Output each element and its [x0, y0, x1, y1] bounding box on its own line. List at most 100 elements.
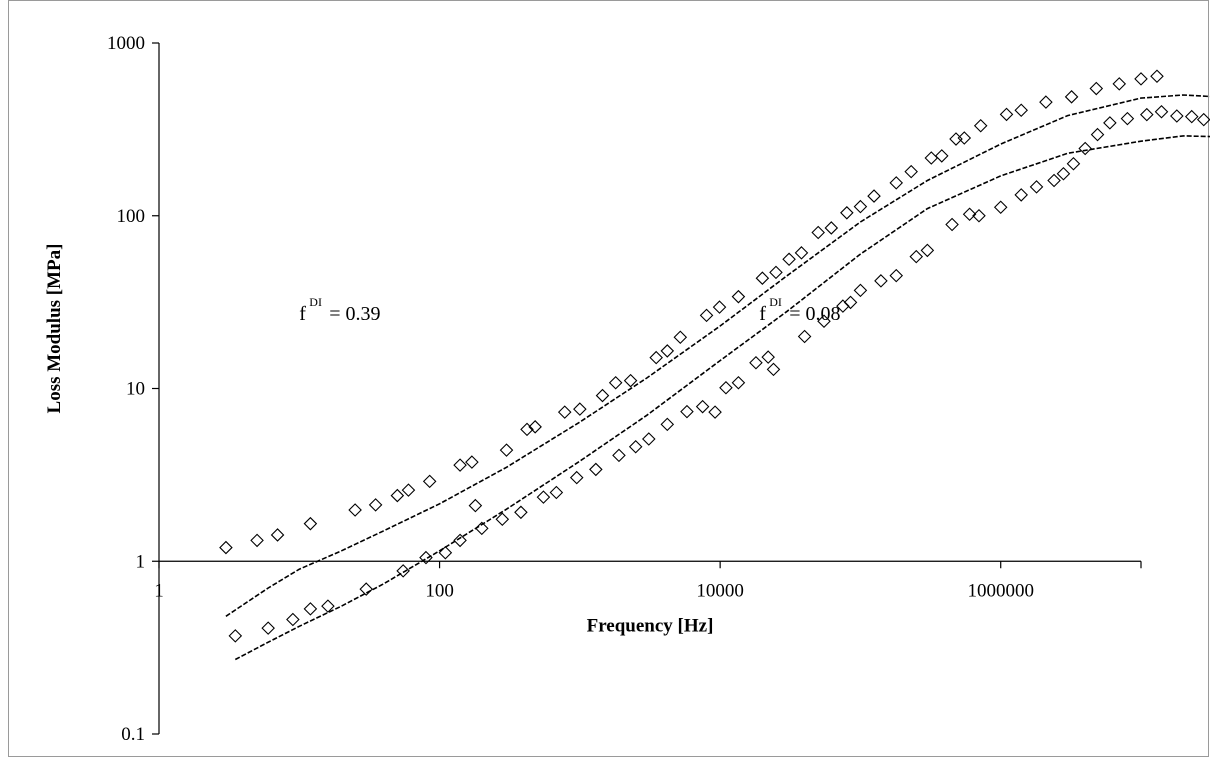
data-point-series-2	[1014, 188, 1028, 202]
data-point-series-2	[695, 399, 710, 414]
data-point-series-1	[649, 350, 663, 365]
annotation-2: fDI = 0.08	[759, 295, 840, 325]
data-point-series-1	[368, 498, 383, 512]
labels: Frequency [Hz] Loss Modulus [MPa]	[44, 244, 713, 637]
y-tick-label: 1000	[107, 33, 145, 54]
data-point-series-1	[731, 289, 746, 304]
fit-line-1	[225, 94, 1210, 617]
data-point-series-2	[889, 268, 904, 283]
data-point-series-2	[612, 448, 626, 463]
data-point-series-1	[520, 422, 534, 437]
loss-modulus-chart: 0.1 1 10 100 1000 1 100 10000 1000000 Frequency …	[44, 33, 1210, 745]
annotation-superscript: DI	[769, 295, 782, 309]
data-point-series-1	[673, 330, 688, 345]
data-point-series-2	[817, 314, 831, 329]
data-point-series-2	[945, 217, 959, 232]
annotations: fDI = 0.39 fDI = 0.08	[299, 295, 840, 325]
data-point-series-2	[766, 362, 781, 377]
data-point-series-1	[608, 375, 623, 390]
data-point-series-1	[889, 176, 904, 190]
data-point-series-1	[528, 420, 542, 434]
data-point-series-2	[1078, 141, 1092, 156]
data-point-series-2	[396, 564, 410, 578]
x-tick-label: 1	[154, 580, 164, 601]
x-tick-label: 1000000	[967, 580, 1034, 601]
data-point-series-2	[468, 498, 483, 513]
data-point-series-2	[708, 405, 722, 419]
data-point-series-2	[1140, 107, 1154, 122]
data-point-series-2	[536, 490, 551, 504]
data-point-series-2	[1029, 180, 1044, 194]
data-point-series-1	[557, 405, 572, 419]
y-tick-label: 100	[117, 206, 146, 227]
y-tick-label: 1	[136, 551, 146, 572]
data-point-series-2	[719, 380, 733, 395]
data-point-series-2	[642, 432, 656, 446]
data-point-series-2	[495, 512, 510, 527]
data-point-series-2	[286, 612, 300, 627]
data-point-series-2	[853, 283, 868, 298]
data-point-series-2	[797, 329, 812, 344]
data-point-series-1	[1014, 103, 1028, 118]
data-point-series-2	[843, 295, 858, 310]
data-point-series-2	[1120, 111, 1135, 126]
data-point-series-2	[514, 505, 528, 520]
data-point-series-2	[303, 602, 318, 616]
y-axis-title: Loss Modulus [MPa]	[44, 244, 65, 414]
data-point-series-2	[1154, 104, 1169, 119]
data-point-series-1	[303, 516, 318, 531]
data-point-series-2	[628, 439, 643, 454]
data-point-series-2	[660, 417, 675, 432]
fit-line-2	[234, 135, 1210, 661]
data-point-series-2	[909, 249, 924, 264]
annotation-base: f	[299, 303, 306, 325]
data-point-series-1	[1134, 72, 1148, 86]
data-point-series-1	[782, 252, 796, 267]
data-point-series-2	[1056, 166, 1071, 181]
annotation-value: = 0.39	[329, 303, 380, 325]
chart-frame: 0.1 1 10 100 1000 1 100 10000 1000000 Frequency …	[8, 0, 1210, 757]
data-point-series-1	[453, 458, 467, 472]
data-point-series-2	[993, 200, 1008, 215]
data-point-series-1	[573, 402, 587, 416]
data-point-series-1	[794, 246, 809, 260]
data-point-series-2	[731, 375, 746, 390]
data-point-series-2	[453, 533, 467, 548]
data-point-series-1	[949, 132, 963, 146]
data-point-series-1	[824, 221, 839, 235]
ticks: 0.1 1 10 100 1000 1 100 10000 1000000	[107, 33, 1142, 745]
data-point-series-1	[1150, 69, 1164, 84]
data-point-series-2	[972, 208, 986, 223]
data-point-series-2	[962, 207, 977, 222]
data-point-series-2	[749, 355, 763, 370]
data-point-series-1	[973, 118, 988, 133]
data-point-series-2	[359, 582, 373, 596]
data-point-series-2	[438, 545, 453, 560]
data-point-series-2	[874, 274, 888, 288]
annotation-1: fDI = 0.39	[299, 295, 380, 325]
data-point-series-2	[321, 599, 335, 613]
annotation-base: f	[759, 303, 766, 325]
data-point-series-1	[712, 300, 727, 314]
data-point-series-1	[250, 533, 264, 548]
data-point-series-2	[761, 350, 775, 364]
annotation-value: = 0.08	[789, 303, 840, 325]
data-point-series-1	[422, 474, 437, 489]
data-point-series-1	[1112, 77, 1127, 91]
data-point-series-1	[499, 443, 514, 457]
data-point-series-1	[904, 164, 918, 179]
data-point-series-1	[219, 540, 233, 555]
data-point-series-2	[228, 629, 243, 643]
data-point-series-1	[1089, 81, 1104, 96]
data-point-series-2	[920, 243, 935, 258]
data-point-series-2	[1066, 156, 1081, 171]
data-point-series-2	[1047, 173, 1061, 188]
data-point-series-1	[957, 131, 972, 145]
data-point-series-2	[549, 485, 564, 500]
data-point-series-1	[755, 271, 770, 285]
data-point-series-1	[660, 344, 675, 358]
data-point-series-2	[1103, 116, 1117, 130]
data-point-series-1	[270, 528, 285, 542]
fit-lines	[225, 94, 1210, 661]
data-point-series-2	[261, 621, 275, 635]
